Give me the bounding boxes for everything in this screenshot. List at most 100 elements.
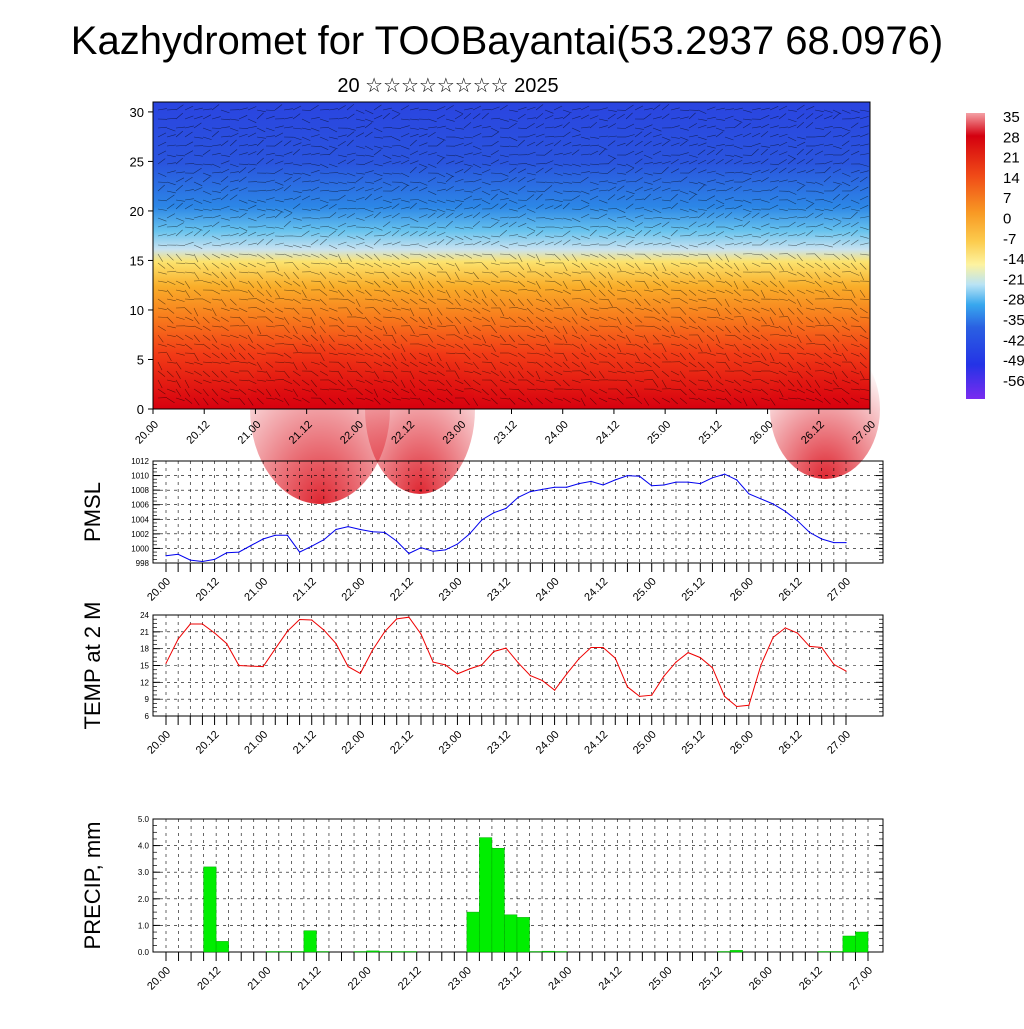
pmsl-point — [165, 555, 166, 556]
y-tick-label: 1012 — [131, 457, 149, 466]
pmsl-point — [299, 552, 300, 553]
chart-subtitle: 20 ☆☆☆☆☆☆☆☆ 2025 — [337, 75, 558, 97]
x-tick-label: 22.00 — [339, 729, 367, 757]
precip-bar — [304, 931, 317, 952]
x-tick-label: 20.12 — [184, 419, 212, 447]
y-tick-label: 5 — [137, 352, 144, 367]
temp2m-point — [505, 648, 506, 649]
x-tick-label: 23.00 — [446, 965, 474, 993]
x-tick-label: 25.00 — [645, 419, 673, 447]
pmsl-point — [845, 542, 846, 543]
pmsl-point — [226, 552, 227, 553]
pmsl-point — [615, 479, 616, 480]
y-tick-label: 21 — [140, 628, 149, 637]
x-tick-label: 26.12 — [777, 729, 805, 757]
temp2m-point — [833, 664, 834, 665]
x-tick-label: 26.12 — [797, 965, 825, 993]
x-tick-label: 24.00 — [534, 576, 562, 604]
pmsl-point — [445, 549, 446, 550]
pmsl-point — [797, 520, 798, 521]
pmsl-point — [263, 538, 264, 539]
pmsl-point — [360, 529, 361, 530]
temp2m-point — [688, 652, 689, 653]
x-tick-label: 22.12 — [396, 965, 424, 993]
temp2m-point — [190, 623, 191, 624]
temp2m-point — [809, 646, 810, 647]
x-tick-label: 24.12 — [596, 965, 624, 993]
temp2m-point — [178, 639, 179, 640]
x-tick-label: 24.00 — [543, 419, 571, 447]
precip-bar — [291, 952, 304, 953]
temp2m-point — [530, 675, 531, 676]
precip-bar — [392, 952, 405, 953]
y-tick-label: 1006 — [131, 501, 149, 510]
temp2m-point — [615, 658, 616, 659]
precip-bar — [216, 941, 229, 952]
y-tick-label: 1010 — [131, 472, 149, 481]
precip-bar — [204, 867, 217, 952]
x-tick-label: 25.12 — [679, 576, 707, 604]
pmsl-point — [178, 554, 179, 555]
x-tick-label: 26.00 — [747, 965, 775, 993]
x-tick-label: 21.00 — [245, 965, 273, 993]
x-tick-label: 23.12 — [485, 576, 513, 604]
x-tick-label: 20.12 — [194, 576, 222, 604]
precip-bar — [830, 952, 843, 953]
pmsl-point — [214, 559, 215, 560]
colorbar-label: -21 — [1003, 271, 1024, 288]
x-tick-label: 22.00 — [339, 576, 367, 604]
colorbar-label: 7 — [1003, 190, 1011, 207]
temp2m-point — [348, 666, 349, 667]
temp2m-point — [420, 634, 421, 635]
y-tick-label: 5.0 — [138, 815, 150, 824]
pmsl-point — [481, 519, 482, 520]
temp2m-point — [433, 662, 434, 663]
x-tick-label: 20.12 — [194, 729, 222, 757]
pmsl-point — [736, 479, 737, 480]
x-tick-label: 22.12 — [388, 576, 416, 604]
precip-bar — [517, 917, 530, 952]
x-tick-label: 21.00 — [242, 729, 270, 757]
precip-bar — [505, 915, 518, 952]
x-tick-label: 24.12 — [594, 419, 622, 447]
y-tick-label: 15 — [130, 253, 144, 268]
temp2m-point — [493, 651, 494, 652]
precip-bar — [367, 951, 380, 952]
precip-bar — [730, 950, 743, 952]
pmsl-point — [493, 512, 494, 513]
temp2m-point — [311, 619, 312, 620]
y-axis-label: TEMP at 2 M — [80, 602, 105, 730]
temp2m-point — [469, 668, 470, 669]
x-tick-label: 25.12 — [679, 729, 707, 757]
x-tick-label: 25.00 — [631, 729, 659, 757]
precip-bar — [492, 848, 505, 952]
temp2m-point — [335, 643, 336, 644]
pmsl-point — [590, 481, 591, 482]
y-tick-label: 25 — [130, 154, 144, 169]
pmsl-point — [505, 508, 506, 509]
pmsl-point — [287, 535, 288, 536]
x-tick-label: 24.12 — [582, 576, 610, 604]
precip-bar — [479, 838, 492, 952]
precip-bar — [542, 951, 555, 952]
temp2m-point — [712, 667, 713, 668]
pmsl-point — [202, 561, 203, 562]
x-tick-label: 22.00 — [346, 965, 374, 993]
y-tick-label: 1002 — [131, 530, 149, 539]
x-tick-label: 21.12 — [296, 965, 324, 993]
temp2m-point — [542, 680, 543, 681]
pmsl-point — [238, 552, 239, 553]
pmsl-point — [578, 483, 579, 484]
pmsl-point — [785, 511, 786, 512]
x-tick-label: 23.12 — [492, 419, 520, 447]
temp2m-point — [785, 627, 786, 628]
x-tick-label: 25.00 — [647, 965, 675, 993]
x-tick-label: 26.00 — [728, 729, 756, 757]
x-tick-label: 21.00 — [242, 576, 270, 604]
